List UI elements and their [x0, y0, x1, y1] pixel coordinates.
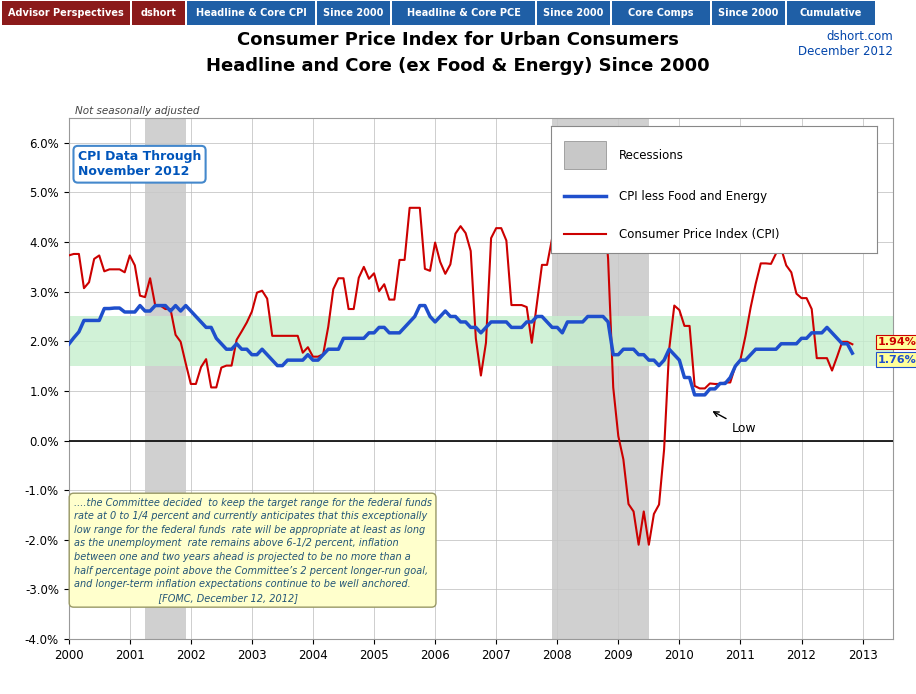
Bar: [552, 118, 649, 639]
Text: Core Comps: Core Comps: [628, 8, 693, 17]
Bar: [187, 1, 315, 25]
Text: Headline & Core PCE: Headline & Core PCE: [407, 8, 520, 17]
Bar: [317, 1, 390, 25]
Text: Consumer Price Index for Urban Consumers: Consumer Price Index for Urban Consumers: [237, 31, 679, 49]
Text: Since 2000: Since 2000: [323, 8, 384, 17]
Text: 1.76%: 1.76%: [878, 355, 916, 364]
Text: Headline and Core (ex Food & Energy) Since 2000: Headline and Core (ex Food & Energy) Sin…: [206, 57, 710, 75]
Text: dshort: dshort: [140, 8, 177, 17]
Text: Low: Low: [714, 412, 756, 434]
Bar: [69, 316, 893, 366]
Bar: [537, 1, 610, 25]
Text: Since 2000: Since 2000: [718, 8, 779, 17]
Text: Not seasonally adjusted: Not seasonally adjusted: [75, 105, 200, 115]
Bar: [132, 1, 185, 25]
Bar: [612, 1, 710, 25]
Text: 1.94%: 1.94%: [878, 337, 916, 347]
Text: Since 2000: Since 2000: [543, 8, 604, 17]
Bar: [787, 1, 875, 25]
Bar: [2, 1, 130, 25]
Bar: [145, 118, 186, 639]
Text: Cumulative: Cumulative: [800, 8, 862, 17]
Text: CPI Data Through
November 2012: CPI Data Through November 2012: [78, 151, 202, 178]
Text: dshort.com
December 2012: dshort.com December 2012: [798, 30, 893, 58]
Text: Advisor Perspectives: Advisor Perspectives: [8, 8, 124, 17]
Text: ....the Committee decided  to keep the target range for the federal funds
rate a: ....the Committee decided to keep the ta…: [73, 498, 431, 603]
Bar: [392, 1, 535, 25]
Text: Headline & Core CPI: Headline & Core CPI: [196, 8, 306, 17]
Bar: [712, 1, 785, 25]
